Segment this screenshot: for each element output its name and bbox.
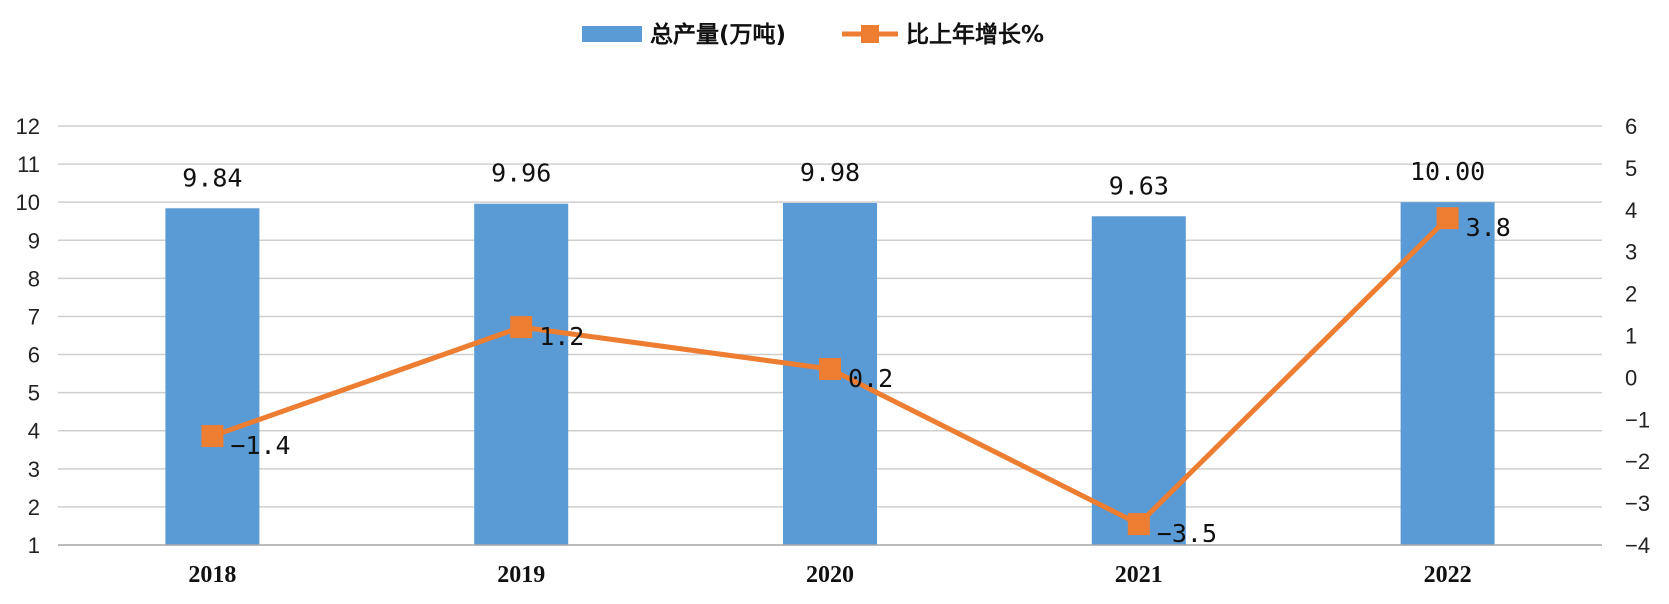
bar-data-label: 9.84 bbox=[182, 163, 242, 192]
bar-series: 9.84 9.96 9.98 9.63 10.00 bbox=[165, 157, 1495, 546]
legend-bar-swatch bbox=[582, 26, 642, 42]
y-right-tick-label: 5 bbox=[1625, 156, 1637, 181]
line-marker bbox=[819, 358, 841, 381]
bar bbox=[1091, 216, 1186, 545]
bar bbox=[1400, 202, 1495, 545]
y-left-tick-label: 8 bbox=[28, 266, 40, 291]
y-right-tick-label: 6 bbox=[1625, 114, 1637, 139]
x-category-label: 2020 bbox=[806, 562, 854, 588]
y-left-tick-label: 7 bbox=[28, 304, 40, 329]
y-left-tick-label: 11 bbox=[17, 152, 40, 177]
x-category-label: 2021 bbox=[1115, 562, 1163, 588]
y-left-tick-label: 9 bbox=[28, 228, 40, 253]
y-left-tick-label: 2 bbox=[28, 495, 40, 520]
line-data-label: −1.4 bbox=[230, 431, 290, 460]
line-data-label: 0.2 bbox=[848, 364, 893, 393]
y-right-tick-label: 0 bbox=[1625, 365, 1637, 390]
bar-data-label: 9.63 bbox=[1109, 171, 1169, 200]
y-right-tick-label: 4 bbox=[1625, 198, 1637, 223]
y-right-tick-label: 1 bbox=[1625, 324, 1637, 349]
y-right-tick-label: 3 bbox=[1625, 240, 1637, 265]
legend-line-marker bbox=[861, 25, 879, 43]
y-left-tick-label: 5 bbox=[28, 381, 40, 406]
legend-bar-label: 总产量(万吨) bbox=[650, 21, 786, 48]
line-marker bbox=[1436, 207, 1459, 230]
line-marker bbox=[510, 316, 533, 339]
legend-line-label: 比上年增长% bbox=[906, 21, 1044, 48]
y-left-tick-label: 6 bbox=[28, 343, 40, 368]
bar bbox=[474, 203, 569, 546]
bar-data-label: 10.00 bbox=[1410, 157, 1485, 186]
y-right-tick-label: −1 bbox=[1625, 407, 1650, 432]
y-right-tick-label: −4 bbox=[1625, 533, 1650, 558]
legend: 总产量(万吨) 比上年增长% bbox=[582, 21, 1044, 48]
y-right-tick-label: 2 bbox=[1625, 282, 1637, 307]
y-right-tick-label: −3 bbox=[1625, 491, 1650, 516]
x-category-label: 2019 bbox=[497, 562, 545, 588]
y-left-tick-label: 1 bbox=[28, 533, 40, 558]
line-series: −1.4 1.2 0.2 −3.5 3.8 bbox=[201, 207, 1511, 548]
x-category-label: 2022 bbox=[1424, 562, 1472, 588]
bar bbox=[165, 208, 260, 545]
line-data-label: −3.5 bbox=[1157, 519, 1217, 548]
line-marker bbox=[201, 425, 224, 448]
line-marker bbox=[1127, 513, 1150, 536]
y-left-tick-label: 3 bbox=[28, 457, 40, 482]
y-left-tick-label: 4 bbox=[28, 419, 40, 444]
line-data-label: 3.8 bbox=[1466, 213, 1511, 242]
bar-data-label: 9.98 bbox=[800, 158, 860, 187]
bar-data-label: 9.96 bbox=[491, 159, 551, 188]
y-left-tick-label: 12 bbox=[16, 114, 40, 139]
line-data-label: 1.2 bbox=[539, 322, 584, 351]
x-category-label: 2018 bbox=[188, 562, 236, 588]
y-left-tick-label: 10 bbox=[16, 190, 40, 215]
y-right-tick-label: −2 bbox=[1625, 449, 1650, 474]
